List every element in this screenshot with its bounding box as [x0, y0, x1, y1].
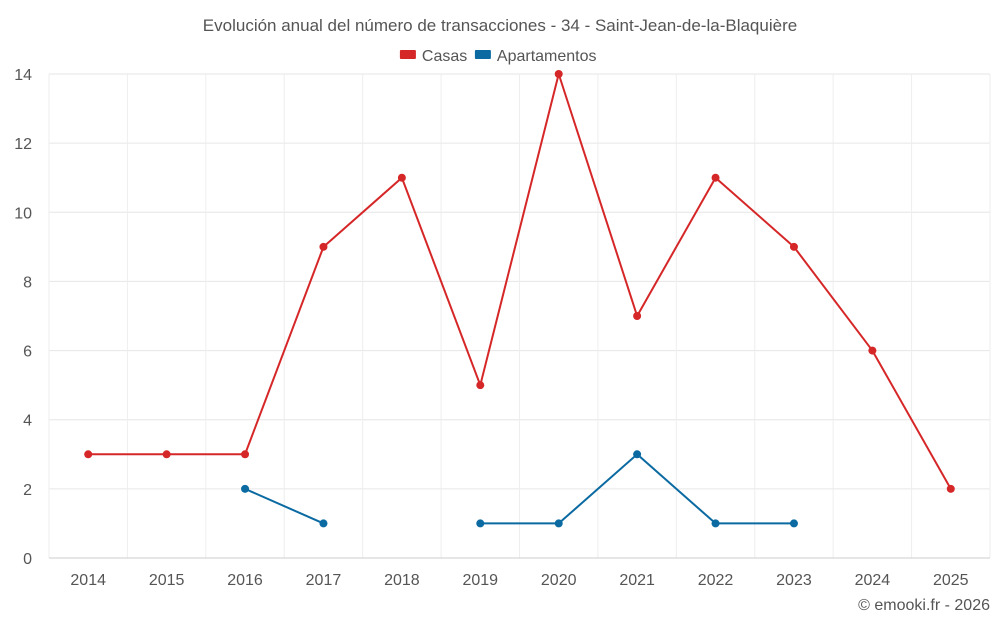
- data-point[interactable]: [319, 519, 328, 528]
- data-point[interactable]: [711, 173, 720, 182]
- data-point[interactable]: [868, 346, 877, 355]
- x-tick-label: 2017: [306, 572, 342, 589]
- x-tick-label: 2023: [776, 572, 812, 589]
- grid: [48, 73, 991, 558]
- series-group: [84, 70, 955, 528]
- y-tick-label: 8: [23, 274, 32, 291]
- axes: 0 2 4 6 8 10 12 14 2014 2015 2016 2017 2018 2019 2020 2…: [14, 67, 990, 589]
- x-tick-label: 2024: [855, 572, 891, 589]
- data-point[interactable]: [711, 519, 720, 528]
- data-point[interactable]: [633, 450, 642, 459]
- x-tick-label: 2025: [933, 572, 969, 589]
- data-point[interactable]: [633, 312, 642, 320]
- data-point[interactable]: [554, 519, 563, 528]
- data-point[interactable]: [241, 484, 250, 493]
- x-tick-label: 2015: [149, 572, 185, 589]
- y-tick-label: 0: [23, 551, 32, 568]
- x-tick-label: 2019: [462, 572, 498, 589]
- series-line: [88, 73, 952, 490]
- data-point[interactable]: [397, 173, 406, 182]
- legend-swatch: [399, 50, 416, 59]
- series-apartamentos: [241, 450, 798, 528]
- credit-text: © emooki.fr - 2026: [858, 597, 990, 614]
- x-tick-label: 2021: [619, 572, 655, 589]
- chart-title: Evolución anual del número de transaccio…: [203, 16, 797, 35]
- y-tick-label: 6: [23, 344, 32, 361]
- data-point[interactable]: [162, 450, 171, 459]
- data-point[interactable]: [476, 381, 485, 390]
- x-tick-label: 2014: [70, 572, 106, 589]
- legend-item-casas[interactable]: Casas: [399, 48, 467, 65]
- series-casas: [84, 70, 955, 493]
- y-tick-label: 10: [14, 205, 32, 222]
- data-point[interactable]: [241, 450, 250, 459]
- legend-label: Casas: [422, 48, 467, 65]
- y-tick-label: 12: [14, 136, 32, 153]
- data-point[interactable]: [946, 484, 955, 493]
- data-point[interactable]: [789, 242, 798, 251]
- x-tick-label: 2020: [541, 572, 577, 589]
- series-line: [244, 487, 324, 525]
- legend-swatch: [474, 50, 491, 59]
- legend-label: Apartamentos: [497, 48, 597, 65]
- data-point[interactable]: [84, 450, 93, 459]
- x-tick-label: 2022: [698, 572, 734, 589]
- y-tick-label: 4: [23, 413, 32, 430]
- legend-item-apartamentos[interactable]: Apartamentos: [474, 48, 597, 65]
- data-point[interactable]: [554, 70, 563, 78]
- y-tick-label: 2: [23, 482, 32, 499]
- legend: Casas Apartamentos: [399, 48, 597, 65]
- data-point[interactable]: [789, 519, 798, 528]
- x-tick-label: 2016: [227, 572, 263, 589]
- y-tick-label: 14: [14, 67, 32, 84]
- data-point[interactable]: [319, 242, 328, 251]
- x-tick-label: 2018: [384, 572, 420, 589]
- data-point[interactable]: [476, 519, 485, 528]
